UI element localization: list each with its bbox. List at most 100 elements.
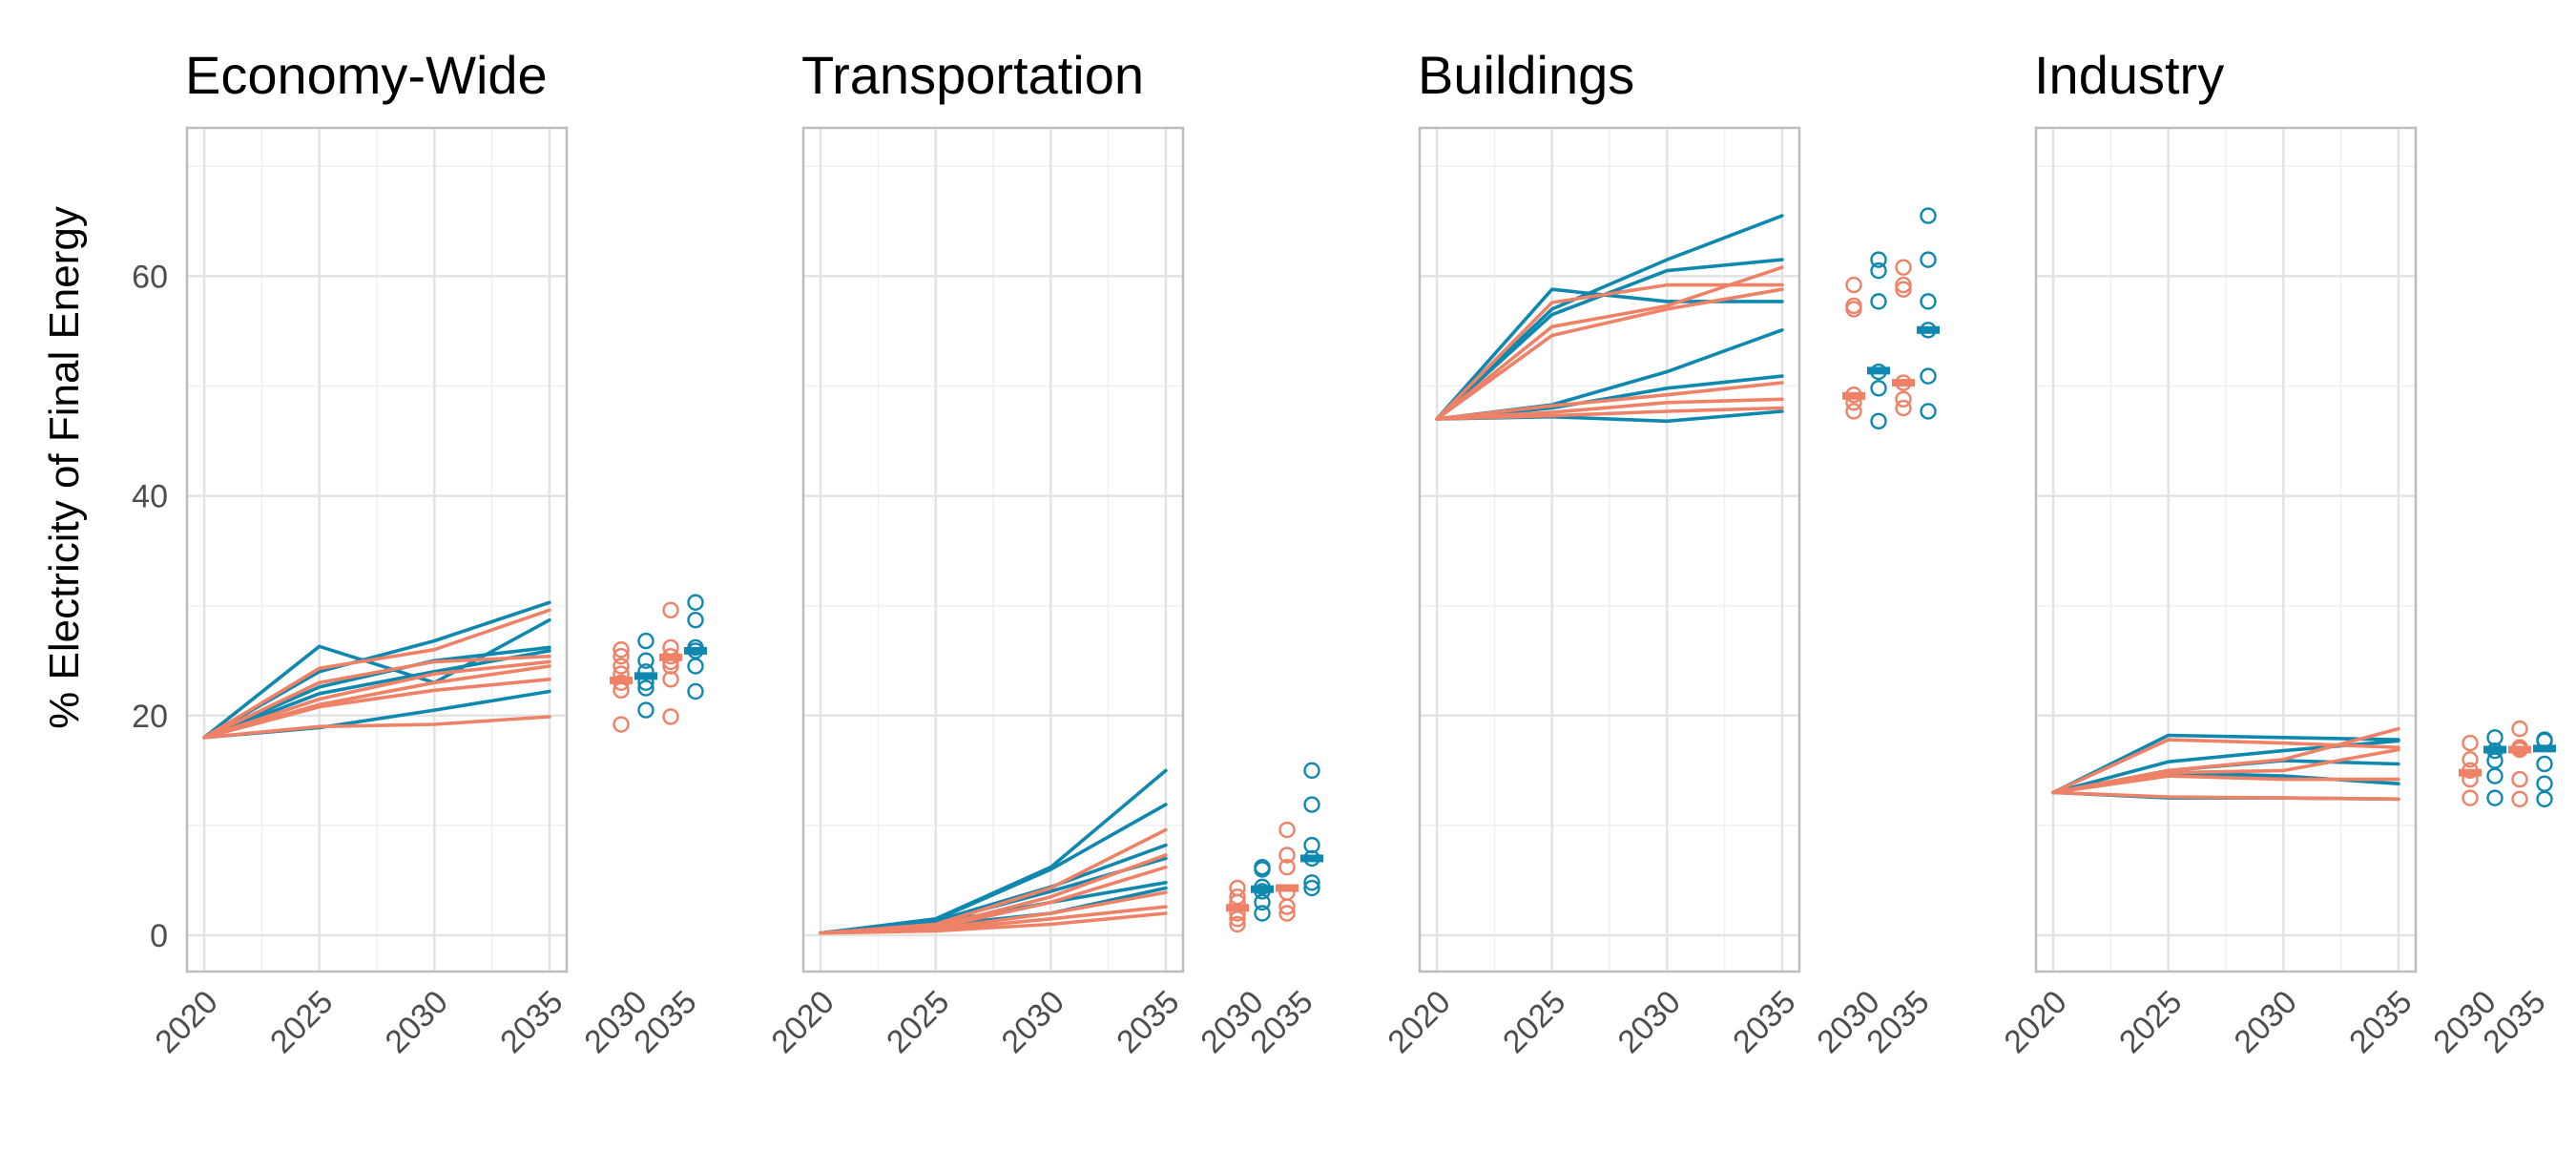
summary-point-teal: [1254, 893, 1271, 911]
summary-median-salmon: [610, 676, 633, 684]
summary-median-teal: [1867, 366, 1890, 375]
summary-point-teal: [1870, 251, 1887, 268]
summary-point-teal: [1303, 796, 1320, 813]
summary-point-teal: [1870, 293, 1887, 310]
summary-point-salmon: [1895, 259, 1912, 276]
series-line: [1435, 381, 1784, 421]
summary-point-salmon: [1278, 858, 1296, 876]
summary-median-teal: [634, 672, 657, 680]
x-tick-label: 2025: [880, 984, 956, 1060]
summary-point-salmon: [1229, 910, 1246, 928]
series-line: [2051, 774, 2400, 795]
summary-median-salmon: [1226, 904, 1249, 912]
series-line: [202, 677, 551, 740]
summary-point-teal: [1920, 293, 1937, 310]
summary-point-salmon: [2511, 720, 2528, 738]
y-axis-label: % Electricity of Final Energy: [41, 206, 88, 729]
x-tick-label: 2035: [1110, 984, 1186, 1060]
summary-point-salmon: [1895, 390, 1912, 408]
summary-point-salmon: [2462, 789, 2479, 806]
x-tick-label: 2035: [2342, 984, 2419, 1060]
summary-point-salmon: [662, 671, 679, 688]
series-line: [1435, 265, 1784, 421]
summary-point-teal: [637, 632, 654, 650]
summary-point-teal: [1870, 412, 1887, 430]
summary-median-teal: [2483, 745, 2506, 754]
summary-point-teal: [1870, 380, 1887, 397]
summary-median-salmon: [1892, 379, 1915, 387]
summary-median-teal: [684, 646, 707, 655]
x-tick-label: 2020: [764, 984, 841, 1060]
summary-point-teal: [1870, 261, 1887, 280]
summary-point-teal: [687, 682, 704, 700]
summary-point-teal: [1920, 367, 1937, 385]
summary-point-salmon: [1278, 847, 1296, 864]
summary-median-salmon: [2459, 768, 2482, 777]
summary-point-salmon: [2511, 770, 2528, 788]
summary-point-salmon: [1895, 276, 1912, 294]
series-line: [1435, 406, 1784, 421]
summary-point-salmon: [1845, 403, 1862, 420]
summary-point-teal: [1303, 879, 1320, 897]
series-line: [202, 608, 551, 740]
x-tick-label: 2030: [995, 984, 1071, 1060]
summary-point-salmon: [662, 601, 679, 619]
x-tick-label: 2020: [1997, 984, 2073, 1060]
panel-title: Economy-Wide: [185, 45, 548, 105]
y-tick-label: 60: [132, 259, 168, 295]
series-line: [819, 911, 1168, 935]
summary-point-teal: [637, 701, 654, 719]
panel-border: [2034, 126, 2418, 973]
series-line: [2051, 733, 2400, 795]
summary-point-salmon: [2511, 790, 2528, 807]
summary-point-salmon: [1895, 281, 1912, 298]
summary-point-teal: [1303, 874, 1320, 891]
panel-border: [185, 126, 569, 973]
summary-point-salmon: [613, 716, 630, 733]
series-line: [1435, 287, 1784, 421]
panel-title: Transportation: [801, 45, 1144, 105]
summary-point-teal: [1920, 207, 1937, 224]
summary-median-teal: [1300, 854, 1323, 863]
summary-point-teal: [2536, 790, 2553, 807]
summary-point-salmon: [613, 658, 630, 675]
summary-point-salmon: [1845, 297, 1862, 315]
series-line: [1435, 214, 1784, 421]
x-tick-label: 2020: [148, 984, 224, 1060]
x-tick-label: 2030: [2228, 984, 2304, 1060]
panel-title: Industry: [2034, 45, 2224, 105]
summary-point-salmon: [1229, 915, 1246, 933]
summary-point-teal: [637, 652, 654, 669]
summary-point-teal: [687, 658, 704, 675]
summary-point-teal: [2536, 755, 2553, 773]
summary-point-salmon: [1845, 276, 1862, 294]
x-tick-label: 2030: [379, 984, 455, 1060]
summary-median-teal: [1917, 325, 1940, 334]
x-tick-label: 2025: [2112, 984, 2189, 1060]
summary-point-salmon: [662, 708, 679, 725]
summary-median-salmon: [659, 653, 682, 661]
summary-point-salmon: [1895, 399, 1912, 417]
summary-point-salmon: [1229, 889, 1246, 906]
summary-median-teal: [1251, 885, 1274, 893]
y-tick-label: 40: [132, 479, 168, 515]
x-tick-label: 2030: [1611, 984, 1688, 1060]
series-line: [202, 715, 551, 740]
series-line: [202, 659, 551, 740]
x-tick-label: 2025: [1496, 984, 1572, 1060]
summary-point-teal: [687, 594, 704, 611]
summary-point-salmon: [1278, 898, 1296, 915]
summary-point-salmon: [1278, 905, 1296, 922]
x-tick-label: 2020: [1381, 984, 1457, 1060]
summary-median-salmon: [1842, 391, 1865, 400]
y-tick-label: 20: [132, 699, 168, 735]
summary-median-teal: [2533, 744, 2556, 753]
panel-border: [1418, 126, 1801, 973]
summary-point-teal: [1303, 762, 1320, 780]
summary-point-salmon: [613, 641, 630, 659]
